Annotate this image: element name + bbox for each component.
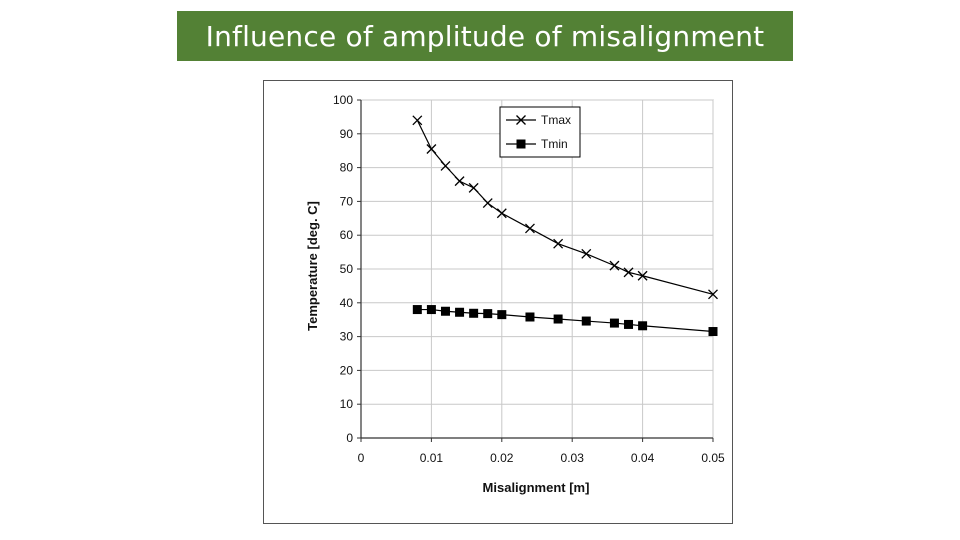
point-tmax-7 [525, 223, 535, 234]
point-tmax-11 [623, 267, 634, 278]
point-tmin-13 [708, 327, 718, 337]
legend-label-tmax: Tmax [541, 113, 571, 127]
point-tmin-8 [553, 314, 563, 324]
y-tick-label-2: 20 [340, 363, 354, 377]
point-tmin-6 [497, 310, 507, 320]
y-tick-label-5: 50 [340, 262, 354, 276]
legend-marker-tmin [516, 139, 526, 149]
point-tmax-2 [440, 160, 451, 171]
y-tick-label-0: 0 [346, 431, 353, 445]
point-tmax-6 [496, 208, 507, 219]
series-layer [412, 115, 718, 337]
legend-marker-tmax [516, 115, 526, 125]
temperature-chart: 0 10 20 30 40 50 60 70 80 90 100 0 0.01 0.02 0.03 0.04 0… [305, 93, 725, 495]
x-axis-label: Misalignment [m] [483, 480, 590, 495]
x-tick-label-2: 0.02 [490, 451, 514, 465]
x-tick-label-3: 0.03 [561, 451, 585, 465]
x-tick-label-1: 0.01 [420, 451, 444, 465]
y-axis-label: Temperature [deg. C] [305, 201, 320, 331]
legend-box [499, 106, 581, 158]
point-tmin-0 [412, 305, 422, 315]
point-tmin-4 [469, 308, 479, 318]
legend-layer: Tmax Tmin [499, 106, 581, 158]
slide-title-text: Influence of amplitude of misalignment [205, 19, 765, 53]
point-tmax-10 [609, 260, 620, 271]
point-tmin-9 [581, 316, 591, 326]
y-tick-label-6: 60 [340, 228, 354, 242]
y-tick-label-4: 40 [340, 296, 354, 310]
x-tick-label-4: 0.04 [631, 451, 655, 465]
y-tick-label-3: 30 [340, 330, 354, 344]
point-tmin-1 [426, 305, 436, 315]
point-tmax-5 [482, 198, 493, 209]
y-tick-label-8: 80 [340, 161, 354, 175]
point-tmax-9 [581, 248, 592, 259]
x-tick-label-5: 0.05 [701, 451, 725, 465]
y-tick-label-9: 90 [340, 127, 354, 141]
point-tmin-3 [455, 307, 465, 317]
point-tmin-5 [483, 309, 493, 319]
y-tick-label-1: 10 [340, 397, 354, 411]
point-tmin-11 [624, 319, 634, 329]
point-tmin-10 [609, 318, 619, 328]
y-tick-label-10: 100 [333, 93, 353, 107]
point-tmax-1 [426, 144, 437, 154]
point-tmax-4 [468, 182, 479, 193]
chart-frame: 0 10 20 30 40 50 60 70 80 90 100 0 0.01 0.02 0.03 0.04 0… [263, 80, 733, 524]
axis-layer: 0 10 20 30 40 50 60 70 80 90 100 0 0.01 0.02 0.03 0.04 0… [333, 93, 725, 465]
point-tmax-8 [553, 238, 564, 249]
x-tick-label-0: 0 [358, 451, 365, 465]
point-tmin-7 [525, 312, 535, 322]
slide-title: Influence of amplitude of misalignment [177, 11, 793, 61]
point-tmax-0 [412, 115, 423, 126]
y-tick-label-7: 70 [340, 194, 354, 208]
point-tmin-2 [440, 306, 450, 316]
point-tmax-3 [454, 176, 465, 187]
point-tmin-12 [638, 321, 648, 331]
point-tmax-12 [637, 270, 648, 281]
legend-label-tmin: Tmin [541, 137, 568, 151]
point-tmax-13 [708, 289, 718, 300]
